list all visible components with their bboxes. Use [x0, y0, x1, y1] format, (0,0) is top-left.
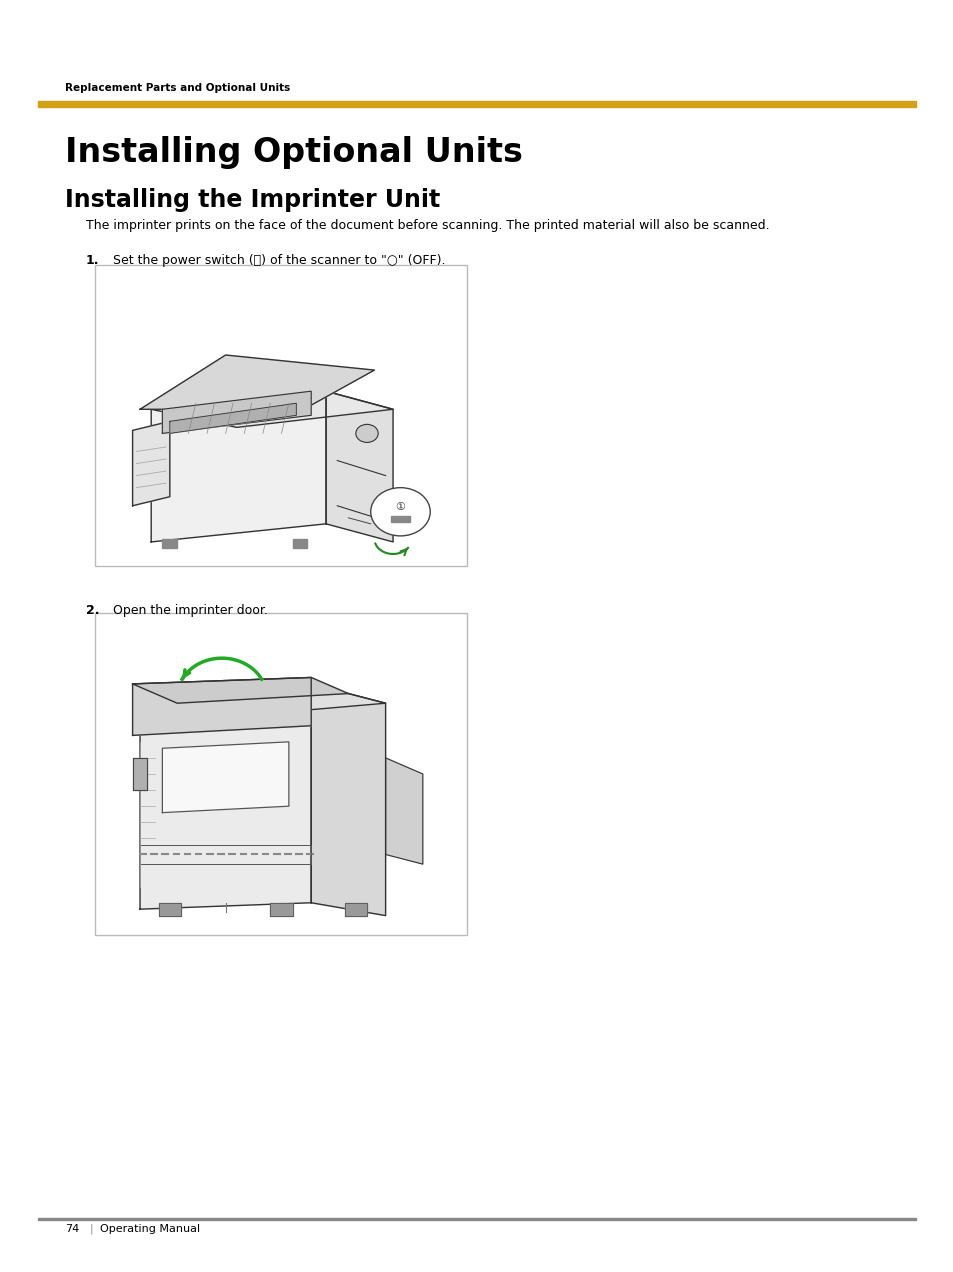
Polygon shape: [132, 421, 170, 506]
Circle shape: [355, 425, 377, 443]
Polygon shape: [151, 392, 326, 542]
Polygon shape: [270, 903, 293, 916]
Text: Set the power switch (ⓘ) of the scanner to "○" (OFF).: Set the power switch (ⓘ) of the scanner …: [112, 254, 445, 267]
Bar: [38, 1219, 915, 1220]
Polygon shape: [132, 678, 348, 703]
Polygon shape: [140, 684, 311, 909]
Polygon shape: [151, 392, 393, 427]
Text: Replacement Parts and Optional Units: Replacement Parts and Optional Units: [65, 83, 290, 93]
Bar: [95, 265, 467, 566]
Text: 74: 74: [65, 1224, 79, 1234]
Text: Open the imprinter door.: Open the imprinter door.: [112, 604, 267, 617]
Polygon shape: [140, 355, 374, 410]
Bar: [38, 102, 915, 107]
Text: |: |: [90, 1224, 93, 1234]
Polygon shape: [162, 392, 311, 434]
Polygon shape: [162, 742, 289, 813]
Polygon shape: [344, 903, 367, 916]
Polygon shape: [170, 403, 296, 434]
Text: ①: ①: [395, 502, 405, 513]
Circle shape: [371, 487, 430, 536]
Text: Operating Manual: Operating Manual: [100, 1224, 200, 1234]
Polygon shape: [162, 539, 177, 548]
Polygon shape: [391, 516, 410, 523]
Polygon shape: [385, 758, 422, 864]
Text: 1.: 1.: [86, 254, 99, 267]
Polygon shape: [158, 903, 181, 916]
Text: Installing Optional Units: Installing Optional Units: [65, 136, 522, 169]
Polygon shape: [140, 684, 385, 716]
Polygon shape: [326, 392, 393, 542]
Polygon shape: [293, 539, 307, 548]
Polygon shape: [132, 678, 311, 735]
Bar: [95, 613, 467, 935]
Text: Installing the Imprinter Unit: Installing the Imprinter Unit: [65, 188, 439, 212]
Text: The imprinter prints on the face of the document before scanning. The printed ma: The imprinter prints on the face of the …: [86, 219, 769, 232]
Text: 2.: 2.: [86, 604, 99, 617]
Polygon shape: [311, 684, 385, 916]
Polygon shape: [132, 758, 148, 790]
